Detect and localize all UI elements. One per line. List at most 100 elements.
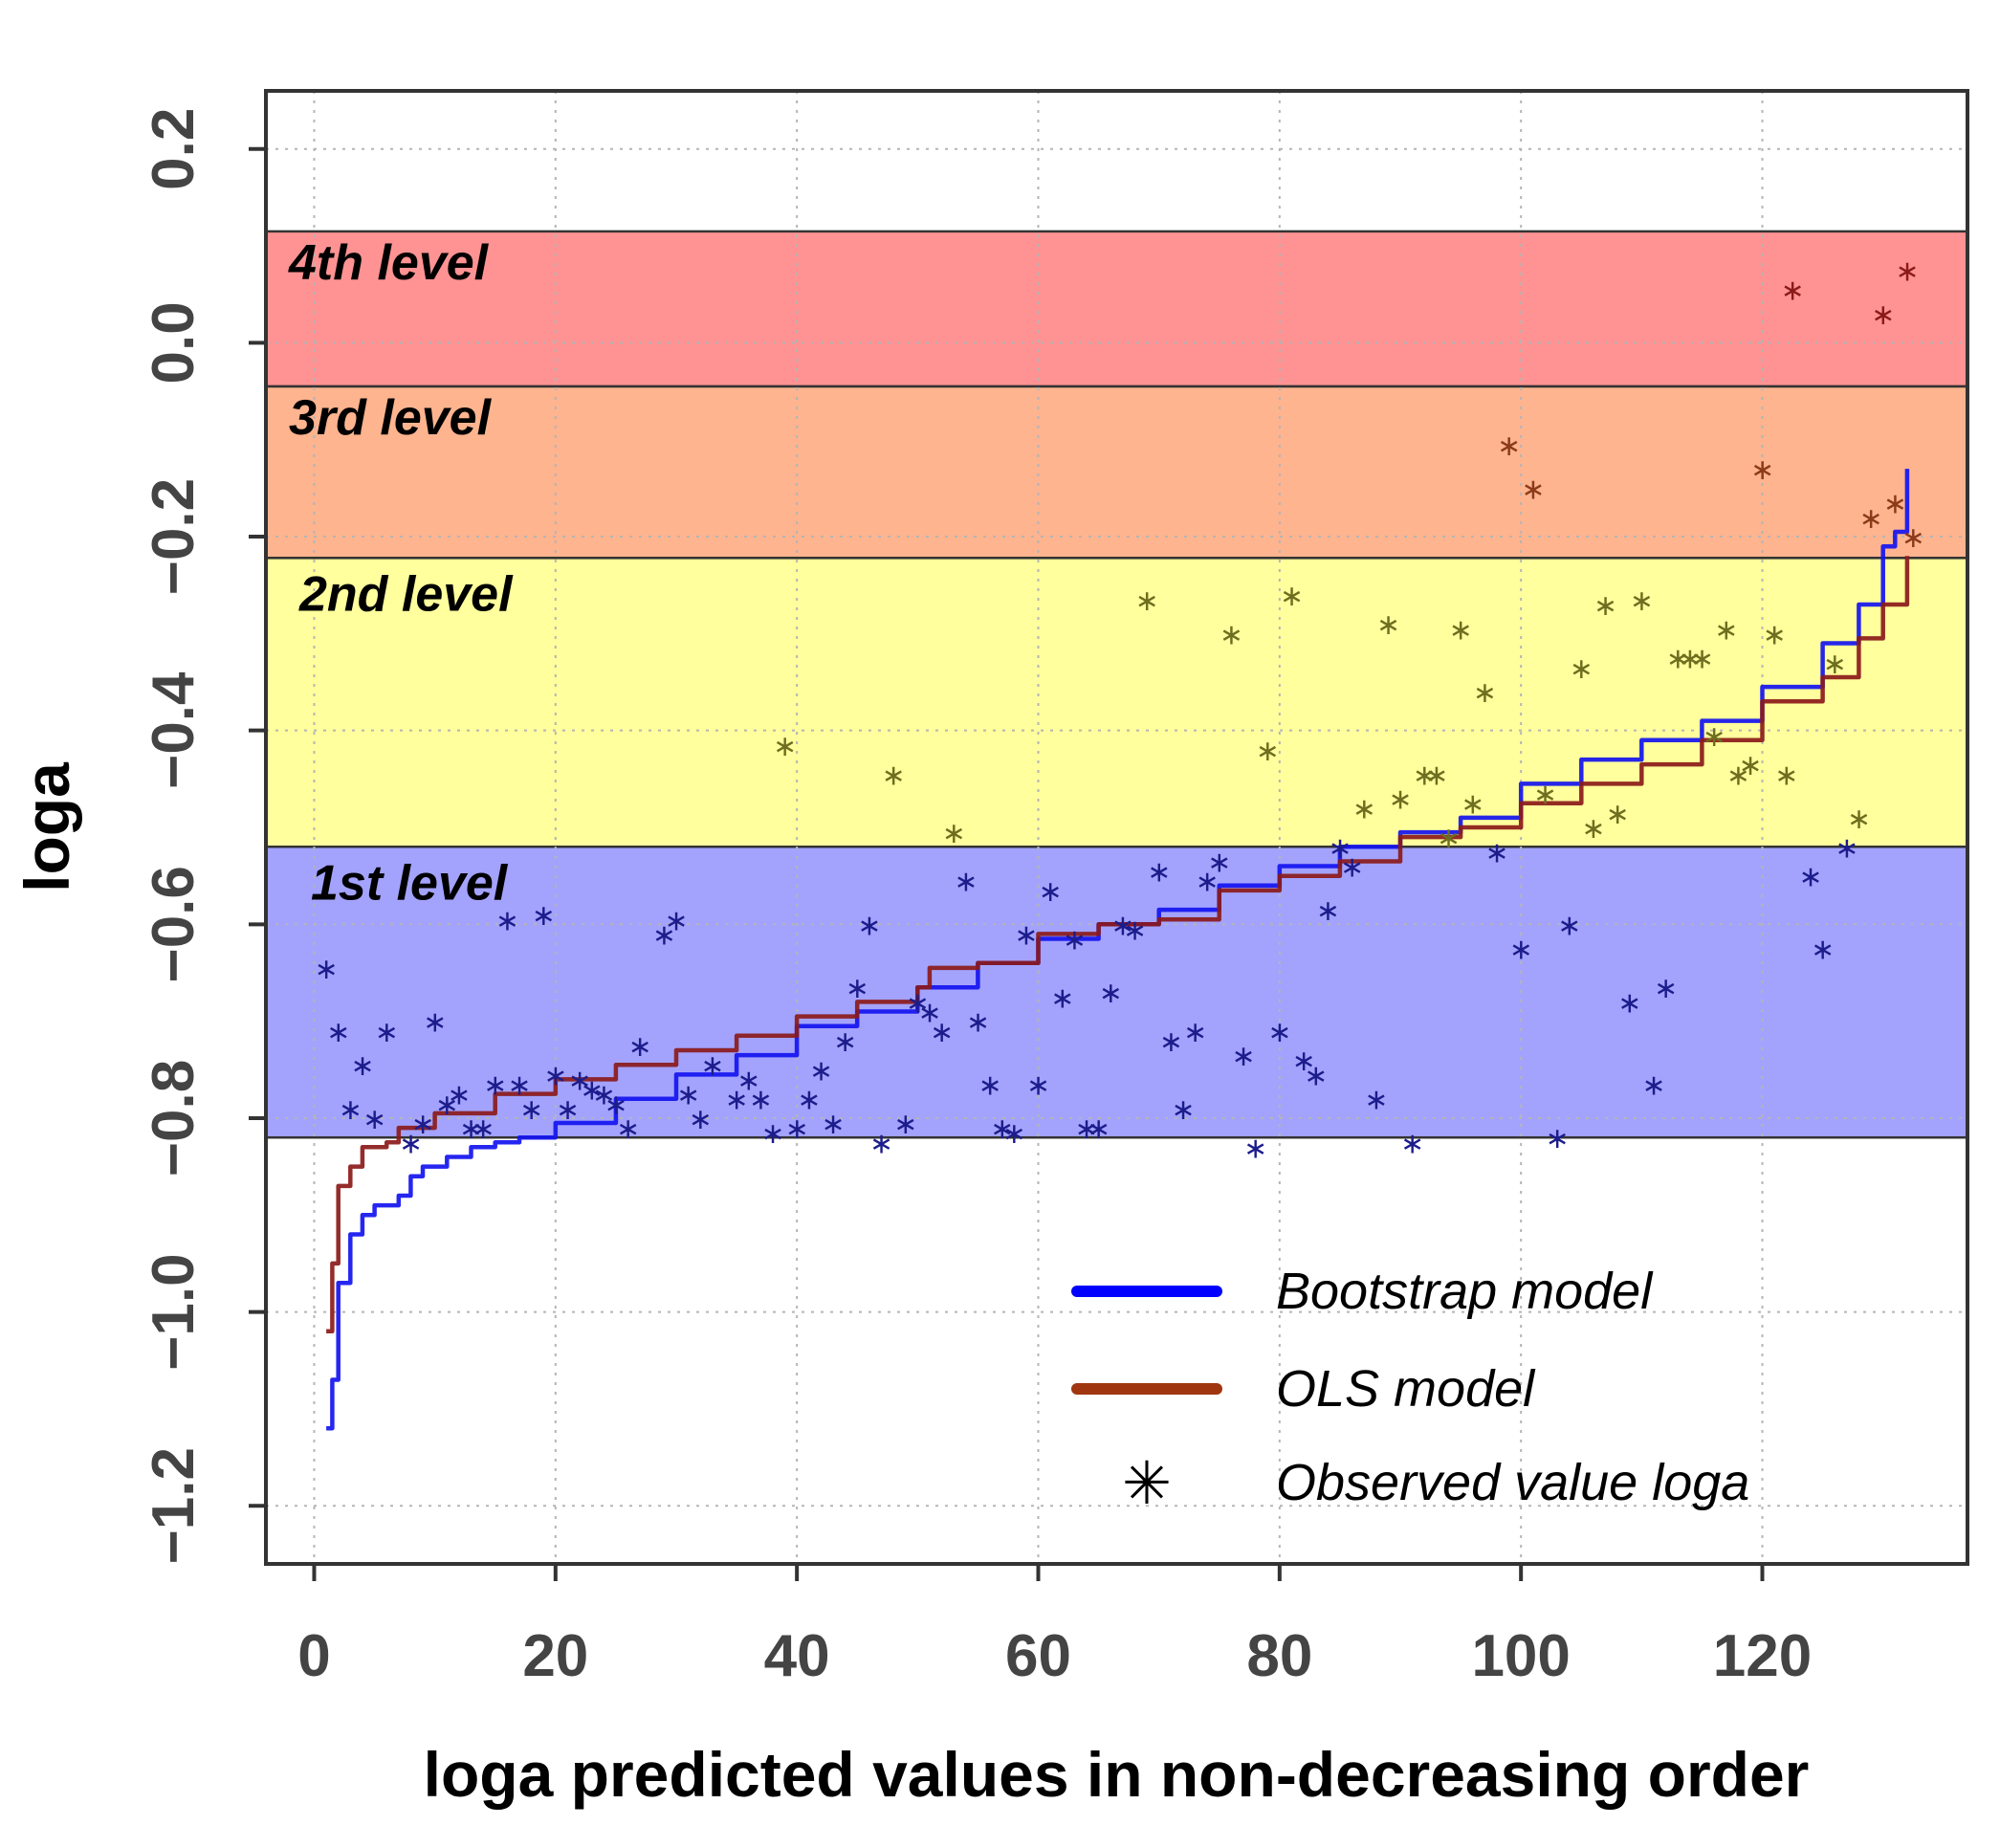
observed-point: ∗ [1014,918,1038,952]
observed-point: ∗ [1521,473,1545,506]
observed-point: ∗ [1183,1016,1207,1049]
x-tick-label: 40 [764,1623,830,1689]
observed-point: ∗ [1780,275,1804,308]
observed-point: ∗ [519,1093,543,1127]
observed-point: ∗ [363,1103,386,1136]
observed-point: ∗ [1220,618,1243,651]
observed-point: ∗ [869,1127,893,1160]
observed-point: ∗ [990,1112,1014,1146]
observed-point: ∗ [966,1006,990,1040]
observed-point: ∗ [1473,676,1497,710]
observed-point: ∗ [1134,584,1158,618]
legend-label: Observed value loga [1276,1454,1749,1511]
observed-point: ∗ [942,817,966,850]
observed-point: ∗ [1823,648,1847,681]
level-band [264,230,1969,388]
x-tick-label: 20 [522,1623,588,1689]
observed-point: ∗ [326,1016,350,1049]
plot-frame [264,89,1969,1566]
y-tick-label: −1.0 [141,1253,207,1370]
observed-point: ∗ [447,1079,471,1112]
observed-point: ∗ [1763,618,1787,651]
observed-point: ∗ [1557,909,1581,942]
observed-point: ∗ [652,918,676,952]
observed-point: ∗ [1798,861,1822,894]
observed-point: ∗ [1352,793,1376,826]
observed-point: ∗ [1256,735,1280,768]
level-band [264,557,1969,848]
y-tick-label: −0.8 [141,1060,207,1177]
observed-point: ∗ [1726,759,1750,792]
observed-point: ∗ [954,866,978,899]
observed-point: ∗ [532,899,556,933]
observed-point: ∗ [1593,589,1617,623]
observed-point: ∗ [435,1089,459,1122]
observed-point: ∗ [1328,831,1352,865]
observed-point: ∗ [543,1059,567,1092]
observed-point: ∗ [906,986,930,1020]
observed-point: ∗ [1871,298,1895,332]
axes: 0 20 40 60 80 100 120 −1.2 −1.0 −0.8 −0.6 −0.4 −0.2 0… [141,108,1812,1689]
observed-point: ∗ [833,1025,857,1059]
observed-point: ∗ [483,1068,507,1102]
observed-point: ∗ [736,1064,760,1097]
observed-point: ∗ [1147,856,1171,890]
observed-point: ∗ [1063,924,1087,957]
x-tick-label: 100 [1471,1623,1570,1689]
observed-point: ∗ [1714,613,1738,647]
y-tick-label: 0.0 [141,301,207,384]
observed-point: ∗ [1545,1122,1569,1155]
observed-point: ∗ [1641,1068,1665,1102]
model-line [326,556,1910,1334]
level-band [264,385,1969,560]
legend: Bootstrap model OLS model ✳ Observed value … [1071,1263,1749,1518]
x-tick-label: 60 [1005,1623,1071,1689]
observed-point: ∗ [472,1112,495,1146]
y-tick-label: −0.2 [141,478,207,595]
observed-point: ∗ [1304,1059,1328,1092]
observed-point: ∗ [1606,798,1630,831]
observed-point: ∗ [1026,1068,1050,1102]
observed-point: ∗ [339,1093,363,1127]
observed-point: ∗ [1376,608,1400,642]
observed-point: ∗ [1461,788,1484,822]
y-tick-label: −0.4 [141,671,207,789]
observed-point: ∗ [1316,894,1340,928]
level-band-label: 1st level [311,855,509,911]
observed-point: ∗ [689,1103,713,1136]
observed-point: ∗ [1243,1132,1267,1165]
observed-point: ∗ [604,1089,627,1122]
observed-point: ∗ [1437,822,1461,855]
observed-point: ∗ [410,1108,434,1141]
observed-point: ∗ [1207,846,1231,879]
observed-point: ∗ [978,1068,1001,1102]
observed-point: ∗ [1654,972,1678,1005]
observed-point: ∗ [1883,488,1907,521]
observed-point: ∗ [821,1108,845,1141]
observed-point: ∗ [1570,652,1593,686]
observed-point: ∗ [1895,254,1919,288]
observed-point: ∗ [556,1093,580,1127]
observed-point: ∗ [760,1117,784,1151]
observed-point: ∗ [785,1112,809,1146]
x-tick-label: 0 [297,1623,330,1689]
observed-point: ∗ [423,1006,447,1040]
observed-point: ∗ [507,1068,531,1102]
legend-star-icon: ✳ [1122,1448,1172,1518]
observed-point: ∗ [1280,580,1304,613]
observed-point: ∗ [1074,1112,1098,1146]
observed-point: ∗ [1509,934,1533,967]
observed-point: ∗ [1901,521,1925,555]
grid-lines [266,91,1967,1564]
observed-point: ∗ [1364,1084,1388,1117]
observed-point: ∗ [1630,584,1654,618]
level-band-label: 2nd level [298,566,514,622]
observed-point: ∗ [1087,1112,1110,1146]
level-band-label: 4th level [288,235,490,291]
observed-point: ∗ [616,1112,640,1146]
level-band-label: 3rd level [289,390,493,446]
observed-point: ∗ [592,1079,616,1112]
observed-point: ∗ [893,1108,917,1141]
observed-point: ∗ [1123,913,1147,947]
